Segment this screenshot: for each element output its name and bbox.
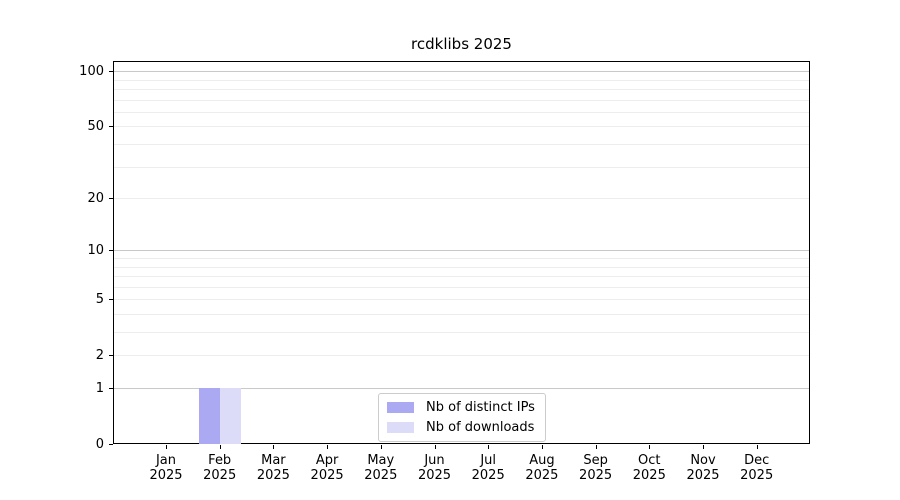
minor-gridline: [114, 286, 809, 288]
legend-entry: Nb of distinct IPs: [387, 399, 535, 416]
year-label: 2025: [471, 468, 505, 483]
major-gridline: [114, 71, 809, 73]
minor-gridline: [114, 299, 809, 301]
year-label: 2025: [525, 468, 559, 483]
x-axis-tick-label: Mar 2025: [241, 453, 305, 483]
legend-entry: Nb of downloads: [387, 419, 535, 436]
year-label: 2025: [686, 468, 720, 483]
x-axis-tick-label: May 2025: [349, 453, 413, 483]
year-label: 2025: [632, 468, 666, 483]
x-axis-tick: [595, 445, 597, 449]
x-axis-tick: [434, 445, 436, 449]
minor-gridline: [114, 126, 809, 128]
month-label: Apr: [315, 453, 339, 468]
x-axis-tick-label: Nov 2025: [671, 453, 735, 483]
minor-gridline: [114, 166, 809, 168]
month-label: Jun: [424, 453, 445, 468]
x-axis-tick: [541, 445, 543, 449]
legend-swatch-downloads: [387, 422, 414, 433]
month-label: Aug: [529, 453, 555, 468]
year-label: 2025: [417, 468, 452, 483]
month-label: Feb: [208, 453, 232, 468]
y-axis-tick-label: 1: [95, 381, 104, 396]
y-axis-tick-label: 10: [87, 243, 104, 259]
bar-distinct-ips-feb: [198, 388, 220, 444]
month-label: Oct: [638, 453, 661, 468]
legend-swatch-distinct-ips: [387, 402, 414, 413]
year-label: 2025: [310, 468, 344, 483]
major-gridline: [114, 388, 809, 389]
minor-gridline: [114, 258, 809, 259]
y-axis-tick: [109, 71, 113, 73]
year-label: 2025: [256, 468, 290, 483]
y-axis-tick-label: 50: [87, 119, 104, 135]
year-label: 2025: [364, 468, 398, 483]
month-label: Nov: [690, 453, 716, 468]
y-axis-tick: [109, 198, 113, 200]
minor-gridline: [114, 355, 809, 357]
major-gridline: [114, 250, 809, 252]
minor-gridline: [114, 144, 809, 146]
year-label: 2025: [203, 468, 237, 483]
x-axis-tick: [649, 445, 651, 449]
x-axis-tick: [166, 445, 167, 449]
x-axis-tick: [488, 445, 490, 449]
minor-gridline: [114, 89, 809, 91]
y-axis-tick-label: 100: [79, 64, 104, 80]
month-label: Jul: [480, 453, 497, 468]
y-axis-tick-label: 2: [95, 348, 104, 364]
y-axis-tick: [109, 388, 113, 389]
minor-gridline: [114, 79, 809, 81]
y-axis-tick: [109, 444, 113, 445]
year-label: 2025: [740, 468, 774, 483]
x-axis-tick-label: Jun 2025: [403, 453, 467, 483]
y-axis-tick-label: 20: [87, 191, 104, 207]
x-axis-tick-label: Sep 2025: [564, 453, 628, 483]
year-label: 2025: [579, 468, 613, 483]
x-axis-tick: [380, 445, 382, 449]
y-axis-tick-label: 0: [95, 437, 104, 452]
x-axis-tick-label: Feb 2025: [188, 453, 252, 483]
y-axis-tick: [109, 250, 113, 252]
y-axis-tick-label: 5: [95, 292, 104, 308]
legend-label: Nb of distinct IPs: [426, 400, 535, 415]
y-axis-tick: [109, 126, 113, 128]
legend-label: Nb of downloads: [426, 420, 535, 435]
minor-gridline: [114, 266, 809, 268]
x-axis-tick: [327, 445, 329, 449]
month-label: Jan: [155, 453, 177, 468]
x-axis-tick: [219, 445, 221, 449]
minor-gridline: [114, 313, 809, 315]
month-label: Sep: [583, 453, 608, 468]
minor-gridline: [114, 99, 809, 101]
minor-gridline: [114, 111, 809, 113]
y-axis-tick: [109, 299, 113, 301]
chart-title: rcdklibs 2025: [411, 35, 512, 53]
plot-area: Nb of distinct IPs Nb of downloads: [113, 61, 810, 444]
x-axis-tick-label: Apr 2025: [295, 453, 359, 483]
y-axis-tick: [109, 355, 113, 357]
x-axis-tick-label: Oct 2025: [617, 453, 681, 483]
legend: Nb of distinct IPs Nb of downloads: [378, 393, 546, 442]
minor-gridline: [114, 276, 809, 278]
month-label: Dec: [744, 453, 770, 468]
x-axis-tick-label: Jul 2025: [456, 453, 520, 483]
minor-gridline: [114, 198, 809, 200]
x-axis-tick: [756, 445, 758, 449]
x-axis-tick: [273, 445, 275, 449]
x-axis-tick-label: Aug 2025: [510, 453, 574, 483]
x-axis-tick-label: Dec 2025: [725, 453, 789, 483]
year-label: 2025: [149, 468, 183, 483]
x-axis-tick-label: Jan 2025: [134, 453, 198, 483]
x-axis-tick: [703, 445, 704, 449]
month-label: Mar: [261, 453, 286, 468]
minor-gridline: [114, 332, 809, 334]
bar-downloads-feb: [219, 388, 241, 444]
month-label: May: [367, 453, 395, 468]
